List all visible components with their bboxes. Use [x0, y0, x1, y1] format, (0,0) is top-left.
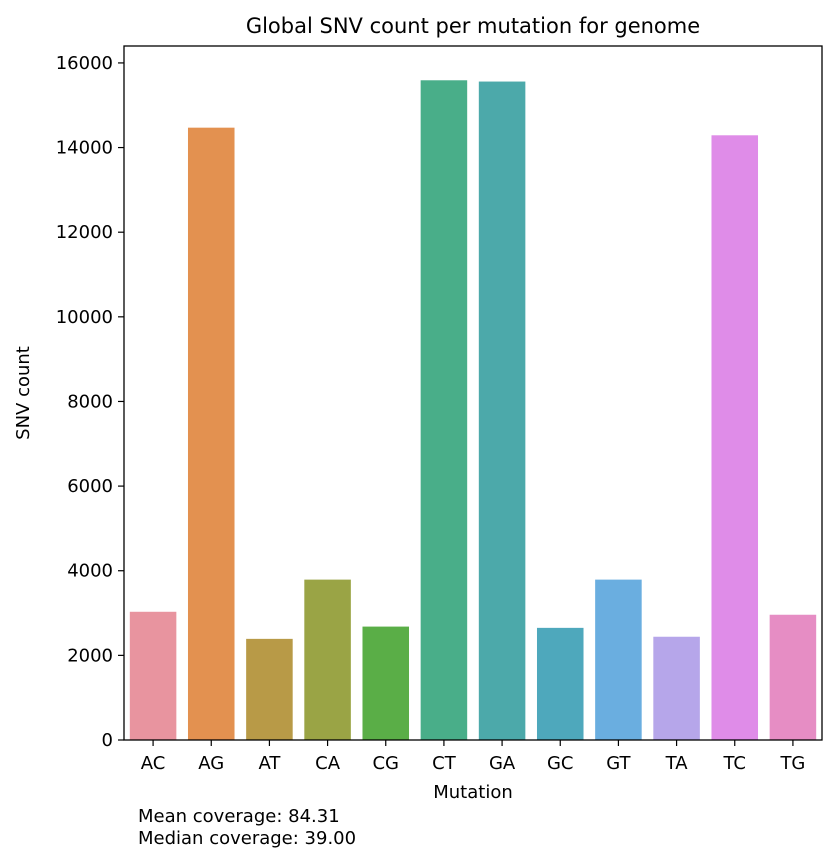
y-tick-label: 14000	[56, 138, 113, 159]
bar-gc	[536, 627, 584, 740]
bar-ca	[304, 579, 351, 740]
x-tick-label: CA	[315, 753, 341, 774]
chart-title: Global SNV count per mutation for genome	[246, 14, 700, 38]
y-tick-label: 4000	[67, 561, 113, 582]
bar-ag	[187, 127, 235, 741]
x-tick-label: AT	[258, 753, 281, 774]
bar-ac	[129, 611, 177, 740]
bar-at	[246, 638, 293, 740]
x-tick-label: GT	[606, 753, 631, 774]
x-tick-label: TG	[779, 753, 805, 774]
bar-tg	[769, 614, 817, 740]
bar-cg	[362, 626, 410, 740]
bar-ga	[478, 81, 526, 741]
y-axis-label: SNV count	[13, 346, 34, 440]
x-tick-label: AC	[141, 753, 166, 774]
bar-gt	[595, 579, 642, 740]
x-tick-label: GA	[489, 753, 516, 774]
y-tick-label: 0	[102, 730, 113, 751]
bar-ct	[420, 80, 468, 740]
x-axis-label: Mutation	[433, 782, 513, 803]
x-tick-label: CT	[432, 753, 457, 774]
mean-coverage-text: Mean coverage: 84.31	[138, 806, 340, 827]
x-tick-label: TA	[665, 753, 689, 774]
y-tick-label: 6000	[67, 476, 113, 497]
y-tick-label: 12000	[56, 222, 113, 243]
x-tick-label: GC	[547, 753, 574, 774]
median-coverage-text: Median coverage: 39.00	[138, 828, 357, 849]
y-tick-label: 8000	[67, 391, 113, 412]
x-tick-label: CG	[372, 753, 399, 774]
x-tick-label: TC	[722, 753, 746, 774]
y-tick-label: 10000	[56, 307, 113, 328]
plot-frame	[123, 45, 823, 741]
coverage-notes: Mean coverage: 84.31 Median coverage: 39…	[138, 806, 356, 850]
y-tick-label: 2000	[67, 645, 113, 666]
x-tick-label: AG	[198, 753, 224, 774]
bar-ta	[653, 636, 700, 740]
bar-tc	[711, 135, 759, 741]
y-tick-label: 16000	[56, 53, 113, 74]
